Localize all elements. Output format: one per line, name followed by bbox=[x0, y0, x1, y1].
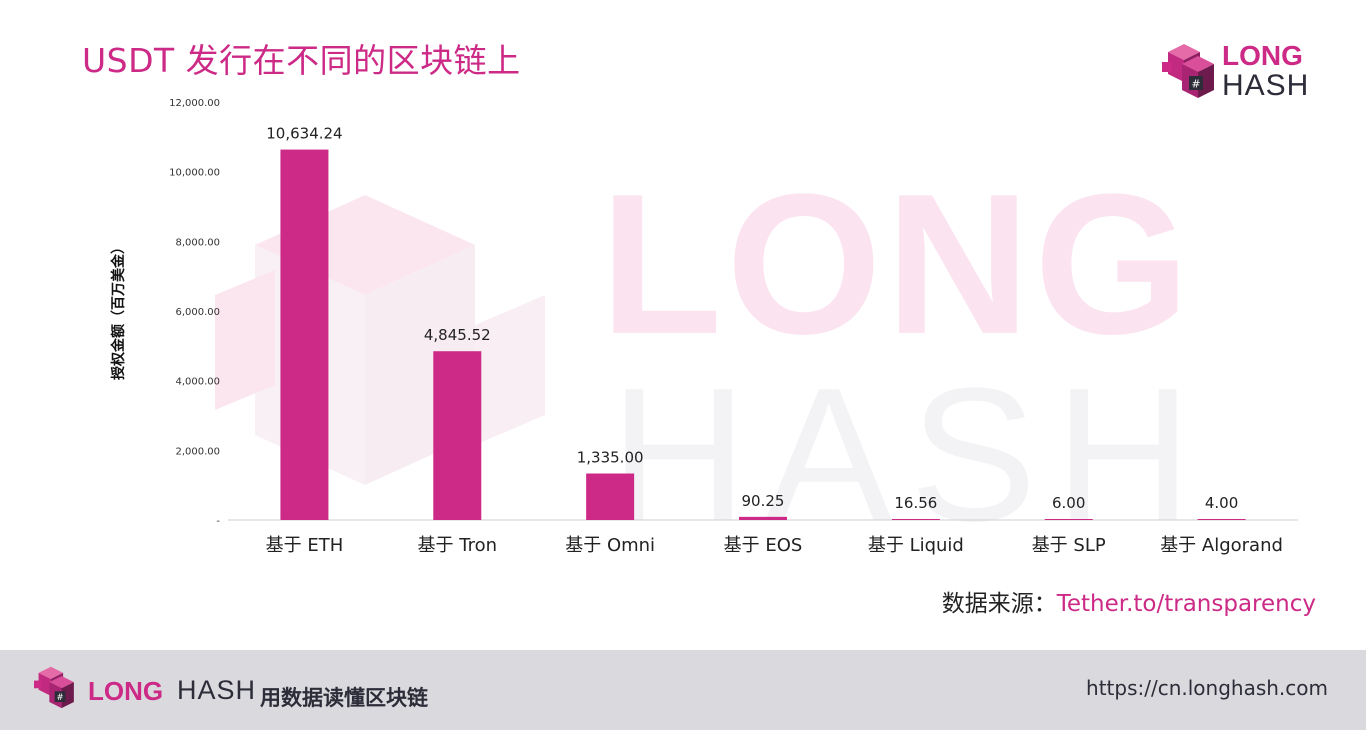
footer-bar: # LONG HASH 用数据读懂区块链 https://cn.longhash… bbox=[0, 650, 1366, 730]
x-tick-label: 基于 Algorand bbox=[1160, 535, 1283, 556]
bar bbox=[433, 351, 482, 520]
x-tick-label: 基于 SLP bbox=[1032, 535, 1106, 556]
y-tick-label: 2,000.00 bbox=[175, 446, 220, 457]
bar bbox=[1197, 519, 1246, 520]
y-tick-label: 6,000.00 bbox=[175, 307, 220, 318]
brand-logo: # LONG HASH bbox=[1160, 40, 1320, 106]
footer-slogan: 用数据读懂区块链 bbox=[260, 686, 428, 710]
bar bbox=[586, 473, 635, 520]
bar bbox=[1044, 519, 1093, 520]
source-label: 数据来源： bbox=[941, 591, 1057, 617]
cube-mascot-icon: # bbox=[1162, 44, 1214, 98]
svg-text:#: # bbox=[57, 692, 64, 702]
x-tick-label: 基于 ETH bbox=[266, 535, 344, 556]
y-tick-label: 12,000.00 bbox=[169, 98, 220, 109]
footer-url[interactable]: https://cn.longhash.com bbox=[1086, 676, 1328, 700]
footer-logo: # LONG HASH bbox=[34, 664, 257, 716]
y-tick-label: 4,000.00 bbox=[175, 377, 220, 388]
footer-cube-mascot-icon: # bbox=[34, 666, 74, 709]
bar-value-label: 16.56 bbox=[894, 494, 937, 512]
footer-brand-long: LONG bbox=[88, 676, 164, 706]
bar-value-label: 6.00 bbox=[1052, 494, 1085, 512]
data-source: 数据来源：Tether.to/transparency bbox=[942, 584, 1316, 618]
y-tick-label: 10,000.00 bbox=[169, 168, 220, 179]
page-title: USDT 发行在不同的区块链上 bbox=[82, 41, 521, 80]
x-tick-label: 基于 EOS bbox=[724, 535, 803, 556]
bar bbox=[891, 519, 940, 520]
brand-word-long: LONG bbox=[1222, 40, 1303, 71]
x-tick-label: 基于 Omni bbox=[565, 535, 655, 556]
bar-value-label: 4.00 bbox=[1205, 494, 1238, 512]
bar bbox=[280, 149, 329, 520]
footer-brand-hash: HASH bbox=[177, 675, 257, 705]
bar-chart: - 2,000.00 4,000.00 6,000.00 8,000.00 10,000.… bbox=[110, 98, 1298, 556]
y-axis-label: 授权金额（百万美金） bbox=[110, 240, 127, 380]
source-link[interactable]: Tether.to/transparency bbox=[1056, 591, 1316, 617]
bar-value-label: 10,634.24 bbox=[266, 125, 342, 143]
y-tick-label: - bbox=[216, 516, 220, 527]
svg-text:#: # bbox=[1191, 78, 1200, 91]
y-tick-label: 8,000.00 bbox=[175, 237, 220, 248]
brand-word-hash: HASH bbox=[1222, 69, 1310, 102]
bar-value-label: 90.25 bbox=[742, 492, 785, 510]
bar-value-label: 4,845.52 bbox=[424, 326, 491, 344]
bar-value-label: 1,335.00 bbox=[577, 448, 644, 466]
x-tick-label: 基于 Tron bbox=[418, 535, 498, 556]
x-tick-label: 基于 Liquid bbox=[868, 535, 964, 556]
bar bbox=[739, 516, 787, 520]
